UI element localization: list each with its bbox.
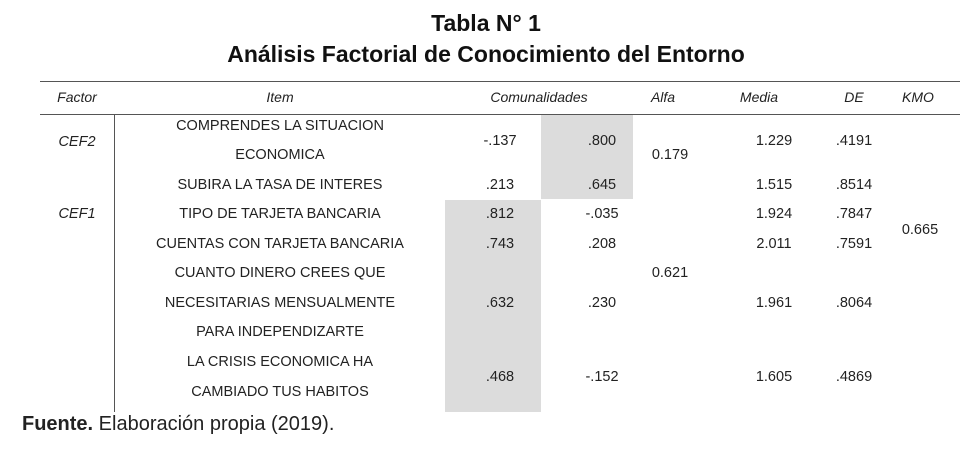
comunalidad-2: .800 bbox=[587, 133, 617, 149]
highlight-cef1 bbox=[445, 200, 541, 412]
comunalidad-2: -.035 bbox=[585, 206, 619, 222]
comunalidad-1: .632 bbox=[485, 295, 515, 311]
comunalidad-1: .743 bbox=[485, 236, 515, 252]
table-subtitle: Análisis Factorial de Conocimiento del E… bbox=[227, 41, 745, 67]
highlight-cef2 bbox=[541, 115, 633, 199]
source-note: Fuente. Elaboración propia (2019). bbox=[22, 413, 334, 436]
item-label: LA CRISIS ECONOMICA HA bbox=[186, 354, 374, 370]
item-label: CAMBIADO TUS HABITOS bbox=[191, 384, 369, 400]
header-item: Item bbox=[266, 89, 294, 105]
media-value: 2.011 bbox=[756, 236, 792, 252]
item-label: PARA INDEPENDIZARTE bbox=[196, 324, 364, 340]
comunalidad-2: .208 bbox=[587, 236, 617, 252]
header-top-rule bbox=[40, 81, 960, 82]
item-label: COMPRENDES LA SITUACION bbox=[176, 118, 384, 134]
item-label: CUANTO DINERO CREES QUE bbox=[174, 265, 386, 281]
item-label: ECONOMICA bbox=[235, 147, 325, 163]
table-title: Tabla N° 1 bbox=[431, 10, 541, 36]
factor-label: CEF2 bbox=[58, 134, 96, 150]
alfa-value: 0.621 bbox=[651, 265, 689, 281]
source-text: Elaboración propia (2019). bbox=[93, 413, 335, 435]
kmo-value: 0.665 bbox=[901, 222, 939, 238]
header-kmo: KMO bbox=[902, 89, 934, 105]
comunalidad-1: .812 bbox=[485, 206, 515, 222]
media-value: 1.961 bbox=[755, 295, 793, 311]
de-value: .7847 bbox=[835, 206, 873, 222]
de-value: .4869 bbox=[835, 369, 873, 385]
header-bottom-rule bbox=[40, 114, 960, 115]
media-value: 1.515 bbox=[755, 177, 793, 193]
factor-label: CEF1 bbox=[58, 206, 96, 222]
comunalidad-1: .468 bbox=[485, 369, 515, 385]
item-label: NECESITARIAS MENSUALMENTE bbox=[164, 295, 396, 311]
alfa-value: 0.179 bbox=[651, 147, 689, 163]
source-label: Fuente. bbox=[22, 413, 94, 435]
header-de: DE bbox=[844, 89, 864, 105]
media-value: 1.229 bbox=[755, 133, 793, 149]
header-alfa: Alfa bbox=[650, 89, 676, 105]
header-comunalidades: Comunalidades bbox=[490, 89, 588, 105]
media-value: 1.924 bbox=[755, 206, 793, 222]
comunalidad-1: -.137 bbox=[483, 133, 517, 149]
header-factor: Factor bbox=[57, 89, 97, 105]
item-label: CUENTAS CON TARJETA BANCARIA bbox=[156, 236, 404, 252]
header-media: Media bbox=[739, 89, 779, 105]
de-value: .8064 bbox=[835, 295, 873, 311]
factor-divider bbox=[114, 114, 115, 412]
de-value: .7591 bbox=[835, 236, 873, 252]
comunalidad-2: -.152 bbox=[585, 369, 619, 385]
comunalidad-2: .645 bbox=[587, 177, 617, 193]
media-value: 1.605 bbox=[755, 369, 793, 385]
item-label: SUBIRA LA TASA DE INTERES bbox=[177, 177, 383, 193]
de-value: .4191 bbox=[835, 133, 873, 149]
de-value: .8514 bbox=[835, 177, 873, 193]
comunalidad-1: .213 bbox=[485, 177, 515, 193]
item-label: TIPO DE TARJETA BANCARIA bbox=[179, 206, 381, 222]
comunalidad-2: .230 bbox=[587, 295, 617, 311]
